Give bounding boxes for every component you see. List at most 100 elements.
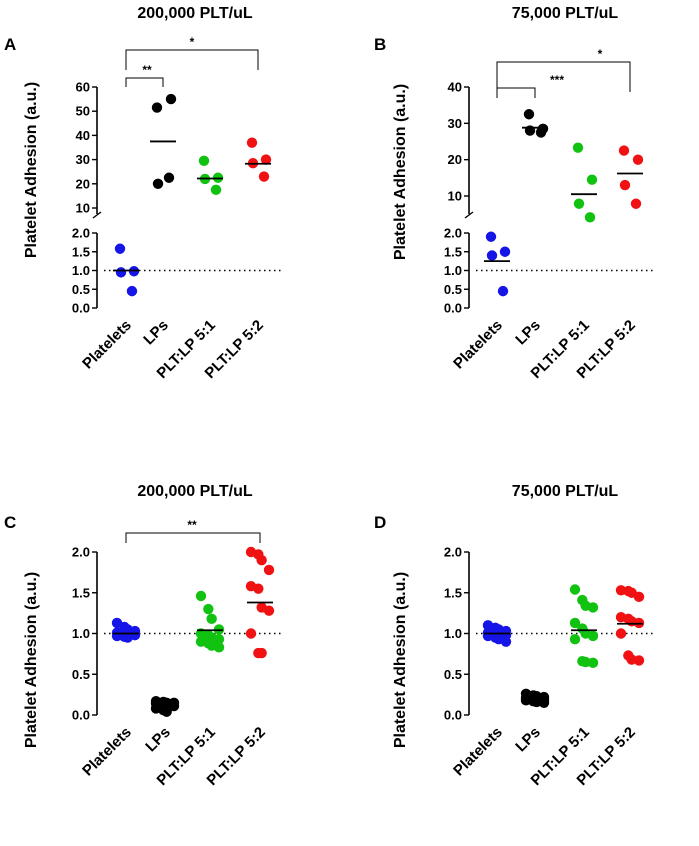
data-point-plt-lp-5-2 — [245, 628, 257, 639]
y-tick-label: 60 — [76, 80, 90, 95]
axis-break-mark — [92, 211, 102, 219]
data-point-plt-lp-5-2 — [633, 591, 645, 603]
panel-title: 75,000 PLT/uL — [512, 5, 619, 22]
x-tick-label-lps: LPs — [142, 724, 173, 755]
significance-label: ** — [187, 518, 197, 532]
data-point-plt-lp-5-1 — [206, 613, 217, 625]
data-point-plt-lp-5-2 — [618, 145, 630, 156]
data-point-plt-lp-5-1 — [569, 634, 581, 645]
y-axis-label: Platelet Adhesion (a.u.) — [392, 572, 409, 748]
panel-c: C 200,000 PLT/uL Platelet Adhesion (a.u.) 0… — [4, 483, 283, 789]
panel-letter: B — [374, 35, 386, 54]
data-point-plt-lp-5-1 — [572, 142, 584, 153]
data-point-platelets — [115, 267, 127, 278]
panel-title: 75,000 PLT/uL — [512, 483, 619, 500]
data-point-lps — [163, 172, 175, 183]
y-tick-label: 2.0 — [444, 226, 462, 241]
y-axis-label: Platelet Adhesion (a.u.) — [23, 82, 40, 258]
significance-label: *** — [550, 73, 564, 87]
y-tick-label: 0.5 — [444, 667, 462, 682]
y-tick-label: 40 — [76, 128, 90, 143]
panel-b: B 75,000 PLT/uL Platelet Adhesion (a.u.) 0.… — [374, 5, 655, 382]
data-point-lps — [151, 102, 163, 113]
panel-title: 200,000 PLT/uL — [137, 5, 253, 22]
data-point-plt-lp-5-1 — [586, 174, 598, 185]
panel-d: D 75,000 PLT/uL Platelet Adhesion (a.u.) 0.… — [374, 483, 655, 789]
x-tick-label-platelets: Platelets — [79, 724, 135, 780]
data-point-lps — [538, 697, 550, 708]
y-tick-label: 2.0 — [444, 545, 462, 560]
y-tick-label: 10 — [448, 189, 462, 204]
y-tick-label: 1.0 — [72, 626, 90, 641]
significance-bracket — [125, 77, 164, 87]
panel-letter: C — [4, 513, 16, 532]
y-tick-label: 1.0 — [444, 626, 462, 641]
data-point-plt-lp-5-2 — [256, 647, 267, 659]
x-tick-label-lps: LPs — [512, 317, 543, 348]
data-point-plt-lp-5-1 — [569, 584, 581, 595]
data-point-plt-lp-5-1 — [587, 657, 599, 669]
data-point-plt-lp-5-1 — [587, 630, 599, 642]
data-point-plt-lp-5-2 — [619, 179, 631, 191]
significance-bracket — [125, 532, 261, 543]
data-point-plt-lp-5-1 — [587, 602, 599, 613]
y-tick-label: 1.5 — [72, 585, 90, 600]
data-point-plt-lp-5-1 — [569, 617, 581, 629]
x-tick-label-platelets: Platelets — [450, 724, 506, 780]
x-tick-label-platelets: Platelets — [450, 317, 506, 373]
y-tick-label: 1.0 — [444, 263, 462, 278]
data-point-plt-lp-5-2 — [246, 137, 258, 148]
x-tick-label-platelets: Platelets — [79, 317, 135, 373]
data-point-lps — [535, 127, 547, 138]
significance-label: ** — [142, 63, 152, 77]
data-point-plt-lp-5-2 — [633, 655, 645, 666]
y-tick-label: 0.5 — [72, 667, 90, 682]
data-point-plt-lp-5-1 — [210, 184, 222, 196]
data-point-platelets — [122, 632, 133, 643]
data-point-plt-lp-5-1 — [213, 642, 225, 653]
data-point-platelets — [126, 285, 138, 297]
y-tick-label: 2.0 — [72, 226, 90, 241]
y-tick-label: 30 — [448, 116, 462, 131]
significance-label: * — [190, 35, 195, 49]
data-point-plt-lp-5-2 — [256, 554, 267, 566]
data-point-plt-lp-5-1 — [195, 590, 207, 602]
y-tick-label: 20 — [76, 176, 90, 191]
y-tick-label: 50 — [76, 104, 90, 119]
data-point-plt-lp-5-1 — [203, 603, 214, 615]
data-point-plt-lp-5-2 — [260, 154, 272, 165]
y-tick-label: 0.5 — [444, 282, 462, 297]
data-point-platelets — [114, 243, 126, 254]
data-point-plt-lp-5-1 — [198, 155, 210, 167]
x-tick-label-lps: LPs — [512, 724, 543, 755]
data-point-plt-lp-5-2 — [263, 564, 275, 576]
x-tick-label-lps: LPs — [140, 317, 171, 348]
y-tick-label: 10 — [76, 201, 90, 216]
data-point-lps — [523, 109, 535, 120]
significance-label: * — [598, 47, 603, 61]
data-point-platelets — [500, 636, 512, 647]
significance-bracket — [496, 61, 631, 92]
data-point-platelets — [499, 246, 511, 257]
panel-letter: D — [374, 513, 386, 532]
data-point-lps — [165, 93, 177, 105]
y-axis-label: Platelet Adhesion (a.u.) — [23, 572, 40, 748]
data-point-plt-lp-5-2 — [632, 154, 644, 165]
data-point-lps — [152, 178, 164, 189]
data-point-lps — [161, 706, 172, 717]
y-tick-label: 1.0 — [72, 263, 90, 278]
data-point-platelets — [486, 250, 498, 261]
y-tick-label: 1.5 — [444, 244, 462, 259]
data-point-plt-lp-5-2 — [615, 628, 627, 639]
y-tick-label: 1.5 — [72, 244, 90, 259]
panel-letter: A — [4, 35, 16, 54]
significance-bracket — [496, 87, 536, 98]
y-axis-label: Platelet Adhesion (a.u.) — [392, 84, 409, 260]
y-tick-label: 2.0 — [72, 545, 90, 560]
y-tick-label: 30 — [76, 152, 90, 167]
data-point-plt-lp-5-2 — [258, 171, 270, 182]
data-point-platelets — [485, 231, 497, 242]
data-point-plt-lp-5-1 — [584, 212, 596, 223]
data-point-platelets — [497, 285, 509, 297]
